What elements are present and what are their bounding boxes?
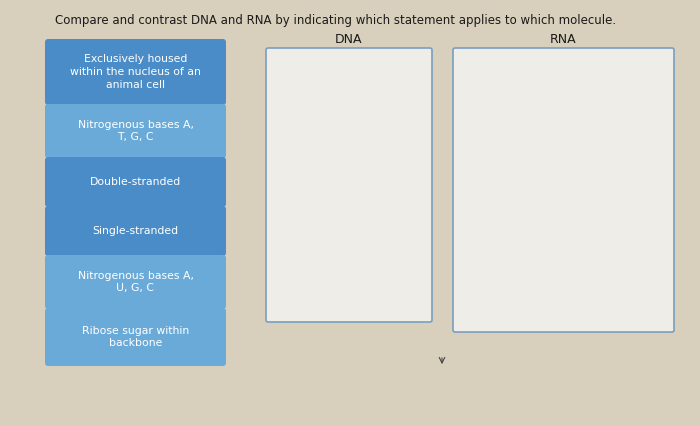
- FancyBboxPatch shape: [45, 255, 226, 309]
- Text: RNA: RNA: [550, 33, 577, 46]
- FancyBboxPatch shape: [45, 308, 226, 366]
- Text: Nitrogenous bases A,
U, G, C: Nitrogenous bases A, U, G, C: [78, 271, 193, 294]
- FancyBboxPatch shape: [453, 48, 674, 332]
- FancyBboxPatch shape: [45, 39, 226, 105]
- Text: Ribose sugar within
backbone: Ribose sugar within backbone: [82, 325, 189, 348]
- Text: DNA: DNA: [335, 33, 363, 46]
- Text: Nitrogenous bases A,
T, G, C: Nitrogenous bases A, T, G, C: [78, 120, 193, 142]
- Text: Compare and contrast DNA and RNA by indicating which statement applies to which : Compare and contrast DNA and RNA by indi…: [55, 14, 616, 27]
- FancyBboxPatch shape: [45, 206, 226, 256]
- FancyBboxPatch shape: [45, 104, 226, 158]
- FancyBboxPatch shape: [266, 48, 432, 322]
- Text: Exclusively housed
within the nucleus of an
animal cell: Exclusively housed within the nucleus of…: [70, 54, 201, 90]
- Text: Double-stranded: Double-stranded: [90, 177, 181, 187]
- Text: Single-stranded: Single-stranded: [92, 226, 178, 236]
- FancyBboxPatch shape: [45, 157, 226, 207]
